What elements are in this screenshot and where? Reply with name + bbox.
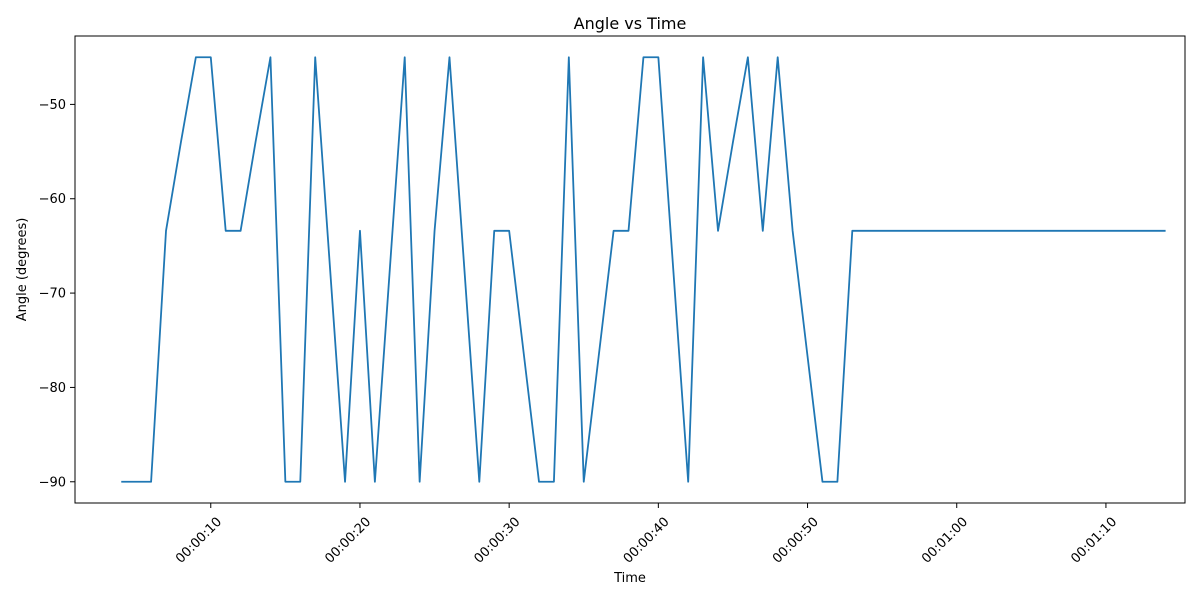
x-tick-label: 00:00:30	[472, 515, 524, 567]
y-axis-label: Angle (degrees)	[15, 218, 30, 322]
x-tick-label: 00:01:10	[1068, 515, 1120, 567]
x-axis: 00:00:10 00:00:20 00:00:30 00:00:40 00:00:50…	[173, 503, 1120, 567]
y-tick-label: −60	[39, 192, 66, 207]
x-tick-label: 00:00:20	[322, 515, 374, 567]
y-tick-label: −50	[39, 98, 66, 113]
chart-title: Angle vs Time	[574, 14, 687, 33]
y-tick-label: −80	[39, 381, 66, 396]
x-tick-label: 00:00:10	[173, 515, 225, 567]
x-tick-label: 00:00:40	[621, 515, 673, 567]
x-tick-label: 00:01:00	[919, 515, 971, 567]
series-line-group	[121, 56, 1166, 483]
y-tick-label: −70	[39, 287, 66, 302]
plot-area-frame	[74, 35, 1186, 504]
y-tick-label: −90	[39, 475, 66, 490]
x-tick-label: 00:00:50	[770, 515, 822, 567]
series-line-0	[121, 56, 1166, 483]
x-axis-label: Time	[613, 571, 646, 586]
y-axis: −50 −60 −70 −80 −90	[39, 98, 75, 490]
